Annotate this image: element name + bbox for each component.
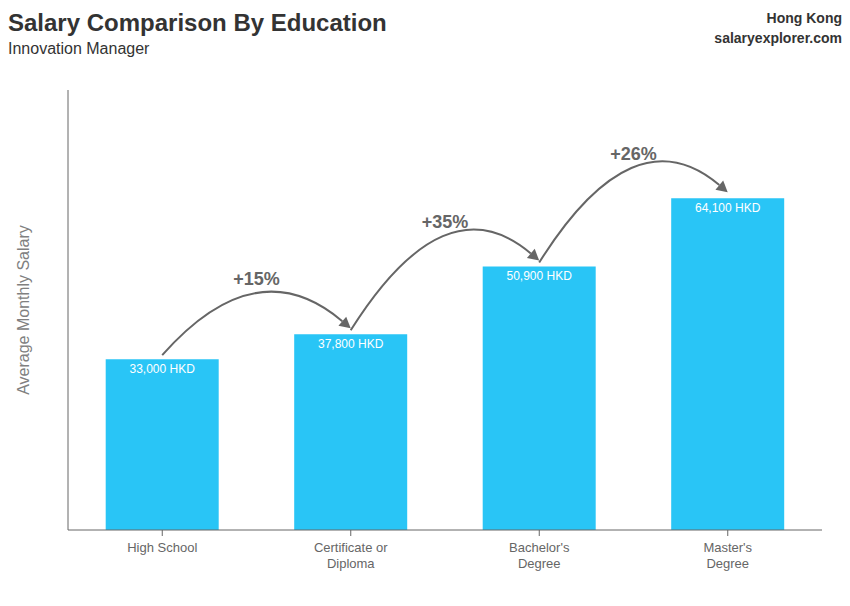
html-text:Hong Kong: Hong Kong [766, 10, 842, 26]
svg-text:High School: High School [127, 540, 197, 555]
svg-text:Master'sDegree: Master'sDegree [703, 540, 752, 571]
svg-text:+26%: +26% [610, 144, 657, 164]
svg-text:Bachelor'sDegree: Bachelor'sDegree [509, 540, 570, 571]
svg-text:37,800 HKD: 37,800 HKD [318, 337, 384, 351]
svg-text:Average Monthly Salary: Average Monthly Salary [15, 225, 32, 395]
html-text:Salary Comparison By Education: Salary Comparison By Education [8, 9, 387, 36]
svg-text:Certificate orDiploma: Certificate orDiploma [314, 540, 388, 571]
html-text:salaryexplorer.com: salaryexplorer.com [714, 30, 842, 46]
svg-text:+15%: +15% [233, 269, 280, 289]
svg-text:50,900 HKD: 50,900 HKD [507, 269, 573, 283]
svg-text:64,100 HKD: 64,100 HKD [695, 201, 761, 215]
svg-text:33,000 HKD: 33,000 HKD [130, 362, 196, 376]
html-text:Innovation Manager: Innovation Manager [8, 40, 150, 57]
svg-text:+35%: +35% [422, 212, 469, 232]
